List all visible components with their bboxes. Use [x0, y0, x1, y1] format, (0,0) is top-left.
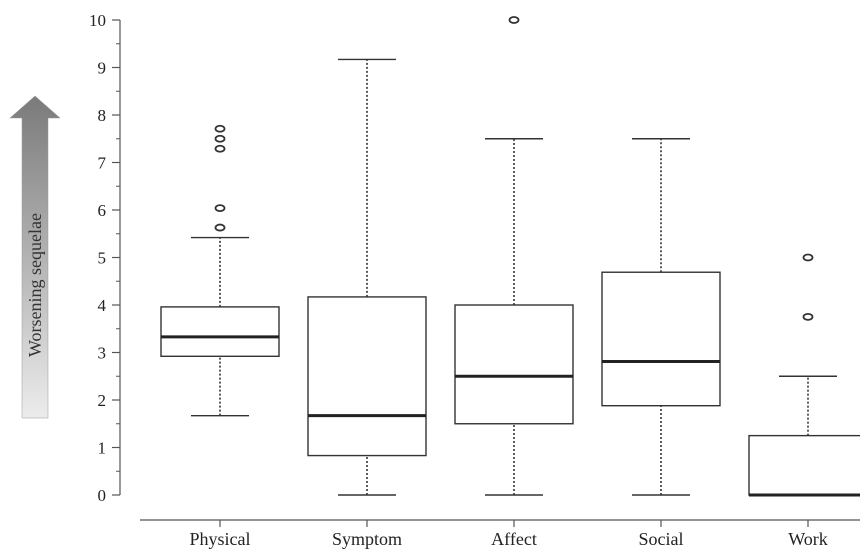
box-symptom [307, 58, 427, 496]
y-tick-label: 5 [98, 249, 107, 268]
iqr-box [307, 296, 427, 457]
boxes [160, 16, 860, 497]
y-tick-label: 4 [98, 296, 107, 315]
y-tick-label: 10 [89, 11, 106, 30]
outlier-point [214, 144, 226, 153]
y-tick-label: 8 [98, 106, 107, 125]
x-tick-label: Work [788, 529, 828, 549]
y-tick-label: 9 [98, 59, 107, 78]
box-affect [454, 16, 574, 496]
worsening-arrow: Worsening sequelae [9, 95, 61, 419]
box-physical [160, 124, 280, 417]
outlier-point [508, 16, 520, 24]
outlier-point [214, 134, 226, 143]
y-tick-label: 7 [98, 154, 107, 173]
x-tick-label: Social [639, 529, 684, 549]
y-tick-label: 6 [98, 201, 107, 220]
x-tick-label: Symptom [332, 529, 402, 549]
axes: 0 1 2 3 4 5 6 7 8 9 10 Physical Symptom Affect Social W… [89, 11, 860, 549]
outlier-point [802, 253, 814, 262]
x-tick-label: Affect [491, 529, 537, 549]
y-tick-label: 2 [98, 391, 107, 410]
iqr-box [160, 306, 280, 357]
box-work [748, 253, 860, 497]
iqr-box [454, 304, 574, 425]
box-social [601, 138, 721, 496]
up-arrow-icon [9, 95, 61, 419]
y-tick-label: 3 [98, 344, 107, 363]
y-tick-label: 1 [98, 439, 107, 458]
y-axis-label: Worsening sequelae [25, 213, 45, 357]
outlier-point [214, 204, 226, 213]
outlier-point [214, 223, 226, 232]
x-tick-label: Physical [190, 529, 251, 549]
outlier-point [802, 312, 814, 321]
iqr-box [601, 271, 721, 407]
iqr-box [748, 434, 860, 496]
outlier-point [214, 124, 226, 133]
y-tick-label: 0 [98, 486, 107, 505]
